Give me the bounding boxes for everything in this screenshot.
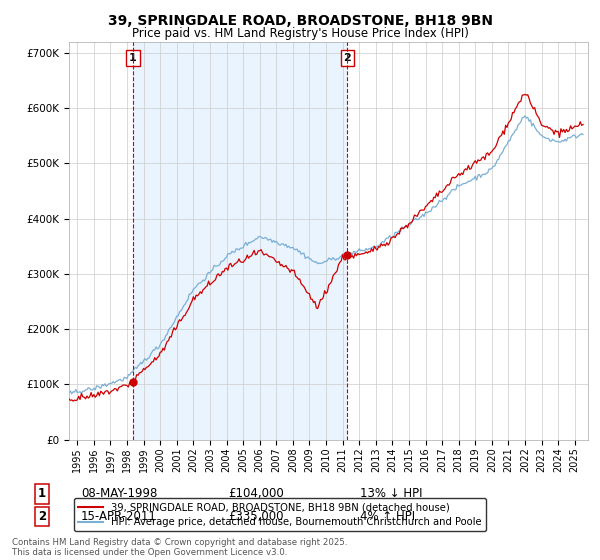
Text: 1: 1: [129, 53, 137, 63]
Text: 4% ↑ HPI: 4% ↑ HPI: [360, 510, 415, 523]
Text: Price paid vs. HM Land Registry's House Price Index (HPI): Price paid vs. HM Land Registry's House …: [131, 27, 469, 40]
Text: 2: 2: [344, 53, 351, 63]
Bar: [133, 42, 347, 440]
Text: 1: 1: [38, 487, 46, 501]
Text: 13% ↓ HPI: 13% ↓ HPI: [360, 487, 422, 501]
Text: 08-MAY-1998: 08-MAY-1998: [81, 487, 157, 501]
Text: 39, SPRINGDALE ROAD, BROADSTONE, BH18 9BN: 39, SPRINGDALE ROAD, BROADSTONE, BH18 9B…: [107, 14, 493, 28]
Text: 2: 2: [38, 510, 46, 523]
Text: £104,000: £104,000: [228, 487, 284, 501]
Text: Contains HM Land Registry data © Crown copyright and database right 2025.
This d: Contains HM Land Registry data © Crown c…: [12, 538, 347, 557]
Text: £335,000: £335,000: [228, 510, 284, 523]
Legend: 39, SPRINGDALE ROAD, BROADSTONE, BH18 9BN (detached house), HPI: Average price, : 39, SPRINGDALE ROAD, BROADSTONE, BH18 9B…: [74, 498, 485, 531]
Text: 15-APR-2011: 15-APR-2011: [81, 510, 157, 523]
